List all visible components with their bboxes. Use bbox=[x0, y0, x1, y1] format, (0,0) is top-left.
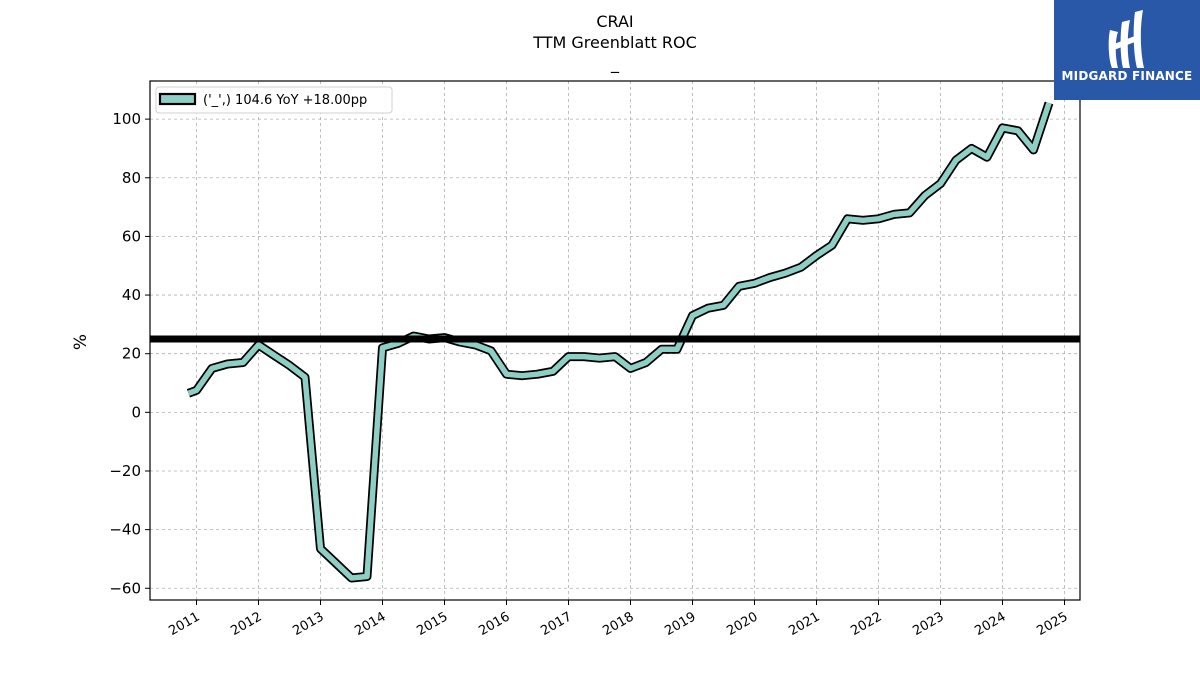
x-tick-label: 2018 bbox=[600, 609, 636, 639]
x-tick-label: 2014 bbox=[352, 609, 388, 639]
logo-text: MIDGARD FINANCE bbox=[1061, 69, 1193, 83]
chart-subtitle: TTM Greenblatt ROC bbox=[532, 33, 697, 52]
chart-subtitle-2: _ bbox=[610, 54, 620, 74]
x-axis: 2011 2012 2013 2014 2015 2016 2017 2018 2019 2020… bbox=[166, 600, 1071, 639]
x-tick-label: 2025 bbox=[1034, 609, 1070, 639]
y-tick-label: −40 bbox=[109, 521, 141, 539]
x-tick-label: 2021 bbox=[786, 609, 822, 639]
x-tick-label: 2011 bbox=[166, 609, 202, 639]
y-axis: −60 −40 −20 0 20 40 60 80 100 bbox=[109, 110, 150, 597]
x-tick-label: 2019 bbox=[662, 609, 698, 639]
y-tick-label: 60 bbox=[122, 227, 141, 245]
y-tick-label: 40 bbox=[122, 286, 141, 304]
x-tick-label: 2016 bbox=[476, 609, 512, 639]
y-axis-label: % bbox=[71, 334, 91, 350]
y-tick-label: −60 bbox=[109, 579, 141, 597]
x-tick-label: 2012 bbox=[228, 609, 264, 639]
legend: ('_',) 104.6 YoY +18.00pp bbox=[155, 86, 393, 114]
y-tick-label: 80 bbox=[122, 169, 141, 187]
midgard-finance-logo: MIDGARD FINANCE bbox=[1054, 0, 1200, 100]
x-tick-label: 2024 bbox=[972, 609, 1008, 639]
series-line bbox=[187, 102, 1052, 581]
y-tick-label: 20 bbox=[122, 345, 141, 363]
x-tick-label: 2020 bbox=[724, 609, 760, 639]
x-tick-label: 2013 bbox=[290, 609, 326, 639]
series-layer bbox=[150, 101, 1080, 583]
x-tick-label: 2015 bbox=[414, 609, 450, 639]
legend-swatch bbox=[158, 92, 197, 106]
x-tick-label: 2017 bbox=[538, 609, 574, 639]
chart-title: CRAI bbox=[596, 12, 633, 31]
y-tick-label: −20 bbox=[109, 462, 141, 480]
plot-frame bbox=[149, 80, 1081, 601]
legend-label: ('_',) 104.6 YoY +18.00pp bbox=[203, 93, 367, 108]
y-tick-label: 0 bbox=[131, 403, 141, 421]
legend-frame bbox=[155, 86, 393, 114]
y-tick-label: 100 bbox=[112, 110, 141, 128]
x-tick-label: 2023 bbox=[910, 609, 946, 639]
midgard-logo-icon bbox=[1108, 10, 1144, 68]
x-tick-label: 2022 bbox=[848, 609, 884, 639]
